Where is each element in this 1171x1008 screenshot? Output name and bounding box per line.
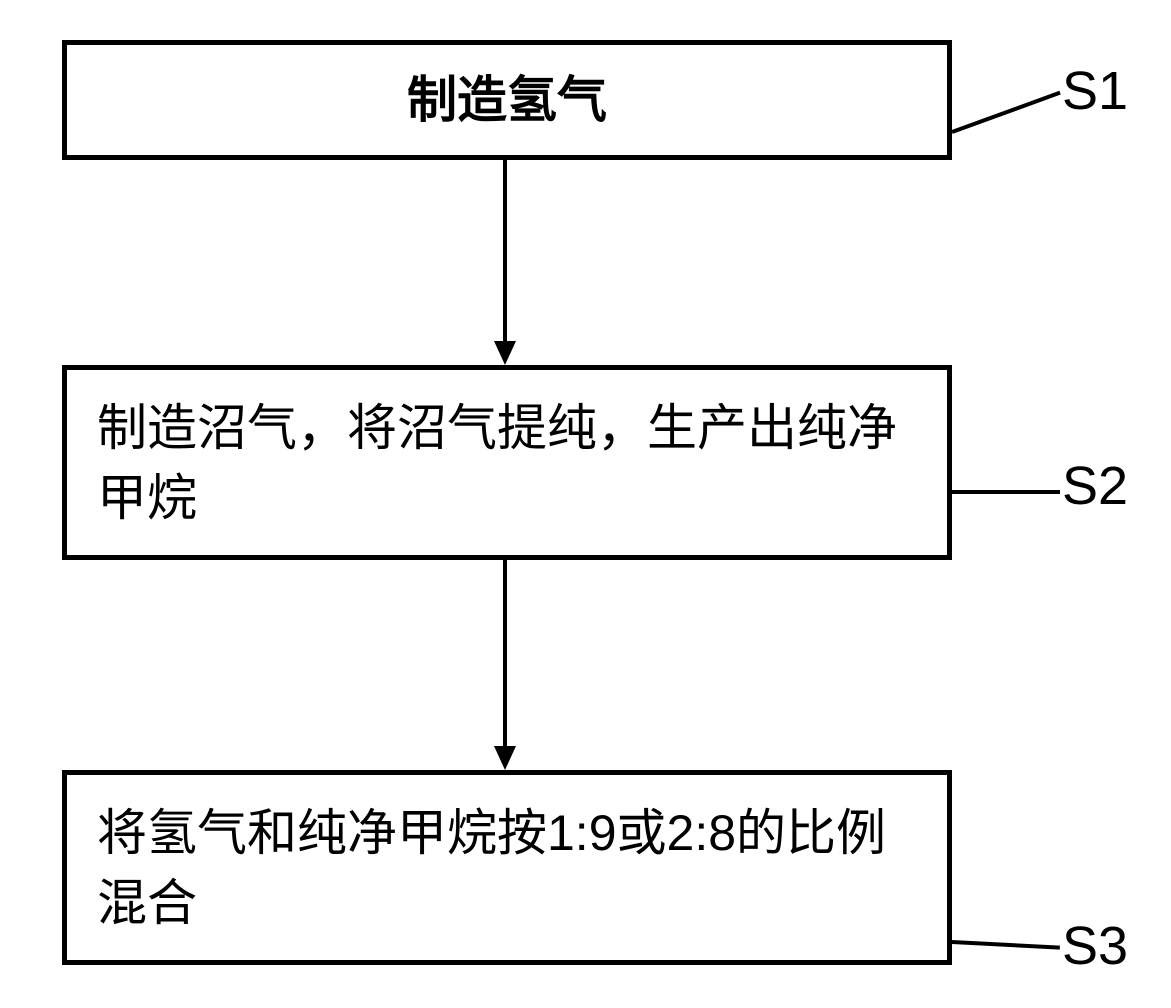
flowchart-container: 制造氢气 制造沼气，将沼气提纯，生产出纯净甲烷 将氢气和纯净甲烷按1:9或2:8… bbox=[0, 0, 1171, 1008]
node-s2-text: 制造沼气，将沼气提纯，生产出纯净甲烷 bbox=[97, 393, 917, 533]
node-s3-text: 将氢气和纯净甲烷按1:9或2:8的比例混合 bbox=[97, 798, 917, 938]
label-s3-line bbox=[952, 940, 1060, 950]
label-s1: S1 bbox=[1062, 60, 1128, 122]
arrow-1 bbox=[503, 160, 507, 341]
arrow-1-head bbox=[494, 341, 516, 365]
flowchart-node-s1: 制造氢气 bbox=[62, 40, 952, 160]
flowchart-node-s2: 制造沼气，将沼气提纯，生产出纯净甲烷 bbox=[62, 365, 952, 560]
node-s1-text: 制造氢气 bbox=[97, 65, 917, 135]
arrow-2-head bbox=[494, 746, 516, 770]
label-s1-line bbox=[951, 91, 1060, 134]
flowchart-node-s3: 将氢气和纯净甲烷按1:9或2:8的比例混合 bbox=[62, 770, 952, 965]
label-s2-line bbox=[952, 490, 1060, 494]
label-s2: S2 bbox=[1062, 455, 1128, 517]
label-s3: S3 bbox=[1062, 915, 1128, 977]
arrow-2 bbox=[503, 560, 507, 746]
